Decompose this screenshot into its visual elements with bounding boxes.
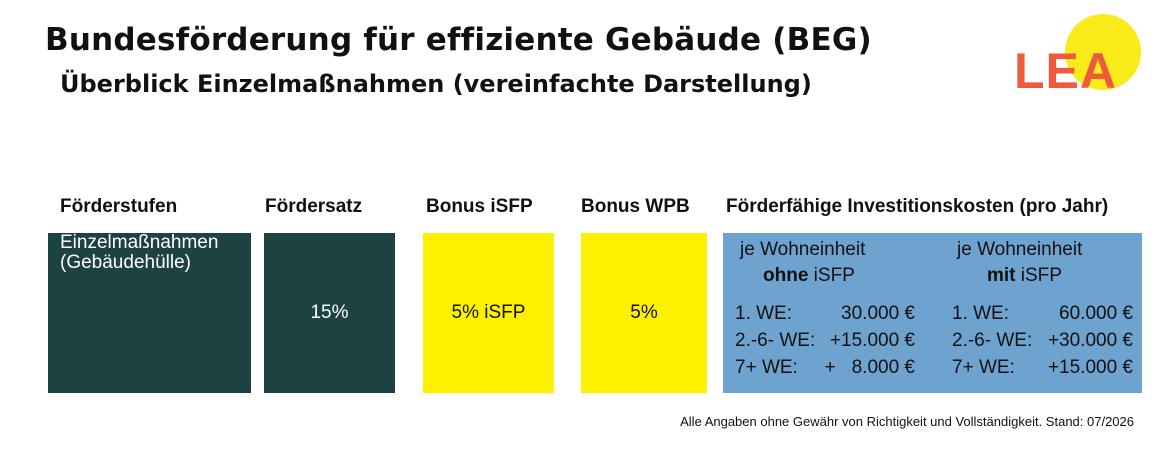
right-row-2-value: +30.000 € <box>1047 330 1133 351</box>
header-bonus-wpb: Bonus WPB <box>581 196 690 217</box>
sun-icon <box>1065 14 1141 90</box>
header-foerdersatz: Fördersatz <box>265 196 363 217</box>
disclaimer: Alle Angaben ohne Gewähr von Richtigkeit… <box>680 414 1134 429</box>
header-foerderstufen: Förderstufen <box>60 196 178 217</box>
header-bonus-isfp: Bonus iSFP <box>426 196 533 217</box>
cell-bonus-isfp: 5% iSFP <box>423 233 554 393</box>
cell-investitionskosten: je Wohneinheit ohne iSFP 1. WE: 30.000 €… <box>723 233 1142 393</box>
right-row-2-label: 2.-6- WE: <box>952 330 1033 351</box>
left-head-bold: ohne <box>763 265 809 286</box>
cell-foerdersatz: 15% <box>264 233 395 393</box>
left-row-1-label: 1. WE: <box>735 303 793 324</box>
header-investitionskosten: Förderfähige Investitionskosten (pro Jah… <box>726 196 1109 217</box>
page-subtitle: Überblick Einzelmaßnahmen (vereinfachte … <box>60 70 812 98</box>
right-head-line1: je Wohneinheit <box>957 239 1083 260</box>
left-head-line2: ohne iSFP <box>763 265 855 287</box>
right-row-1-label: 1. WE: <box>952 303 1010 324</box>
lea-logo: LEA <box>1010 10 1150 110</box>
left-row-1-value: 30.000 € <box>841 303 915 324</box>
right-head-rest: iSFP <box>1015 265 1062 286</box>
right-row-1-value: 60.000 € <box>1059 303 1133 324</box>
left-head-rest: iSFP <box>808 265 855 286</box>
foerdersatz-value: 15% <box>310 302 349 323</box>
left-row-3-label: 7+ WE: <box>735 357 798 378</box>
right-head-bold: mit <box>987 265 1016 286</box>
left-row-2-label: 2.-6- WE: <box>735 330 816 351</box>
right-row-3-label: 7+ WE: <box>952 357 1015 378</box>
cell-foerderstufe: Einzelmaßnahmen (Gebäudehülle) <box>48 233 251 393</box>
right-head-line2: mit iSFP <box>987 265 1062 287</box>
left-row-2-value: +15.000 € <box>829 330 915 351</box>
cell-bonus-wpb: 5% <box>581 233 707 393</box>
bonus-wpb-value: 5% <box>630 302 658 323</box>
stufe-line-1: Einzelmaßnahmen <box>60 232 219 253</box>
logo-text: LEA <box>1014 43 1117 99</box>
left-head-line1: je Wohneinheit <box>740 239 866 260</box>
page-title: Bundesförderung für effiziente Gebäude (… <box>45 22 872 58</box>
right-row-3-value: +15.000 € <box>1047 357 1133 378</box>
left-row-3-value: + 8.000 € <box>824 357 915 378</box>
stufe-line-2: (Gebäudehülle) <box>60 252 191 273</box>
bonus-isfp-value: 5% iSFP <box>451 302 526 323</box>
